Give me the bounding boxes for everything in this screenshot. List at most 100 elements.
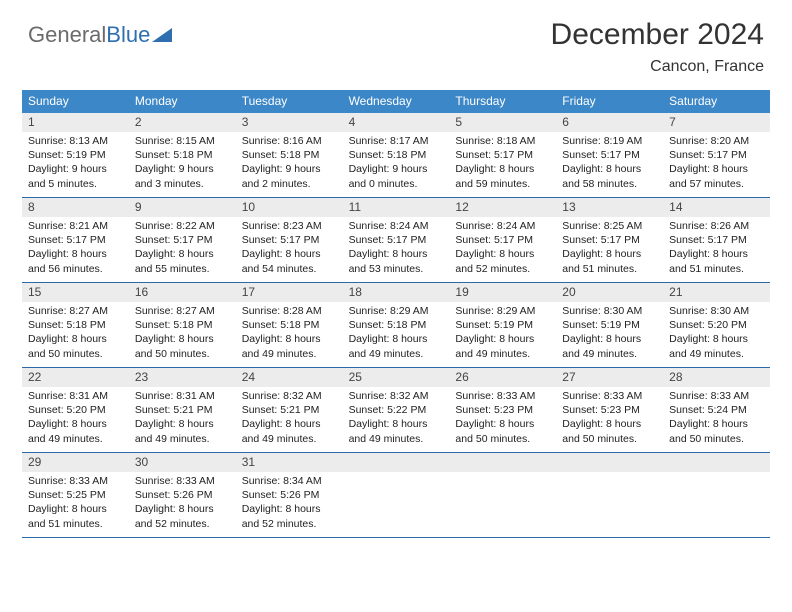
sunrise-line: Sunrise: 8:23 AM [242, 219, 337, 233]
day-cell: 22Sunrise: 8:31 AMSunset: 5:20 PMDayligh… [22, 368, 129, 452]
day-details: Sunrise: 8:33 AMSunset: 5:26 PMDaylight:… [129, 472, 236, 531]
day-number: 17 [236, 283, 343, 302]
daylight-line: Daylight: 9 hours and 5 minutes. [28, 162, 123, 190]
daylight-line: Daylight: 8 hours and 57 minutes. [669, 162, 764, 190]
day-cell: 26Sunrise: 8:33 AMSunset: 5:23 PMDayligh… [449, 368, 556, 452]
day-details: Sunrise: 8:33 AMSunset: 5:23 PMDaylight:… [556, 387, 663, 446]
sunset-line: Sunset: 5:19 PM [28, 148, 123, 162]
sunset-line: Sunset: 5:20 PM [28, 403, 123, 417]
day-details: Sunrise: 8:16 AMSunset: 5:18 PMDaylight:… [236, 132, 343, 191]
sunrise-line: Sunrise: 8:13 AM [28, 134, 123, 148]
sunrise-line: Sunrise: 8:24 AM [455, 219, 550, 233]
day-details: Sunrise: 8:34 AMSunset: 5:26 PMDaylight:… [236, 472, 343, 531]
day-details: Sunrise: 8:24 AMSunset: 5:17 PMDaylight:… [343, 217, 450, 276]
day-details: Sunrise: 8:31 AMSunset: 5:21 PMDaylight:… [129, 387, 236, 446]
weekday-header: Tuesday [236, 90, 343, 113]
day-number: 19 [449, 283, 556, 302]
daylight-line: Daylight: 8 hours and 50 minutes. [455, 417, 550, 445]
daylight-line: Daylight: 8 hours and 51 minutes. [669, 247, 764, 275]
day-number: 21 [663, 283, 770, 302]
daylight-line: Daylight: 8 hours and 50 minutes. [28, 332, 123, 360]
day-details: Sunrise: 8:19 AMSunset: 5:17 PMDaylight:… [556, 132, 663, 191]
day-cell: 12Sunrise: 8:24 AMSunset: 5:17 PMDayligh… [449, 198, 556, 282]
sunrise-line: Sunrise: 8:32 AM [242, 389, 337, 403]
day-cell: 27Sunrise: 8:33 AMSunset: 5:23 PMDayligh… [556, 368, 663, 452]
sunset-line: Sunset: 5:23 PM [455, 403, 550, 417]
brand-triangle-icon [152, 26, 172, 42]
day-number: 11 [343, 198, 450, 217]
day-number: 10 [236, 198, 343, 217]
day-cell: 23Sunrise: 8:31 AMSunset: 5:21 PMDayligh… [129, 368, 236, 452]
sunset-line: Sunset: 5:20 PM [669, 318, 764, 332]
day-details: Sunrise: 8:29 AMSunset: 5:18 PMDaylight:… [343, 302, 450, 361]
sunrise-line: Sunrise: 8:31 AM [135, 389, 230, 403]
sunset-line: Sunset: 5:24 PM [669, 403, 764, 417]
day-details: Sunrise: 8:23 AMSunset: 5:17 PMDaylight:… [236, 217, 343, 276]
day-details: Sunrise: 8:21 AMSunset: 5:17 PMDaylight:… [22, 217, 129, 276]
day-details: Sunrise: 8:27 AMSunset: 5:18 PMDaylight:… [22, 302, 129, 361]
day-number: 9 [129, 198, 236, 217]
sunset-line: Sunset: 5:17 PM [562, 233, 657, 247]
sunset-line: Sunset: 5:17 PM [562, 148, 657, 162]
day-cell: 24Sunrise: 8:32 AMSunset: 5:21 PMDayligh… [236, 368, 343, 452]
day-number [556, 453, 663, 472]
day-number: 3 [236, 113, 343, 132]
day-cell: 15Sunrise: 8:27 AMSunset: 5:18 PMDayligh… [22, 283, 129, 367]
weeks-container: 1Sunrise: 8:13 AMSunset: 5:19 PMDaylight… [22, 113, 770, 538]
weekday-header: Sunday [22, 90, 129, 113]
weekday-header: Saturday [663, 90, 770, 113]
sunrise-line: Sunrise: 8:34 AM [242, 474, 337, 488]
sunset-line: Sunset: 5:19 PM [562, 318, 657, 332]
daylight-line: Daylight: 8 hours and 56 minutes. [28, 247, 123, 275]
day-number: 18 [343, 283, 450, 302]
daylight-line: Daylight: 8 hours and 58 minutes. [562, 162, 657, 190]
sunrise-line: Sunrise: 8:19 AM [562, 134, 657, 148]
day-details: Sunrise: 8:33 AMSunset: 5:25 PMDaylight:… [22, 472, 129, 531]
sunrise-line: Sunrise: 8:15 AM [135, 134, 230, 148]
weekday-header: Wednesday [343, 90, 450, 113]
daylight-line: Daylight: 8 hours and 50 minutes. [135, 332, 230, 360]
sunrise-line: Sunrise: 8:20 AM [669, 134, 764, 148]
sunrise-line: Sunrise: 8:33 AM [562, 389, 657, 403]
sunrise-line: Sunrise: 8:32 AM [349, 389, 444, 403]
daylight-line: Daylight: 8 hours and 49 minutes. [349, 332, 444, 360]
day-cell: 21Sunrise: 8:30 AMSunset: 5:20 PMDayligh… [663, 283, 770, 367]
day-cell: 16Sunrise: 8:27 AMSunset: 5:18 PMDayligh… [129, 283, 236, 367]
daylight-line: Daylight: 8 hours and 49 minutes. [242, 417, 337, 445]
day-cell: 3Sunrise: 8:16 AMSunset: 5:18 PMDaylight… [236, 113, 343, 197]
sunrise-line: Sunrise: 8:33 AM [28, 474, 123, 488]
sunrise-line: Sunrise: 8:18 AM [455, 134, 550, 148]
daylight-line: Daylight: 8 hours and 49 minutes. [562, 332, 657, 360]
day-cell [556, 453, 663, 537]
day-cell: 11Sunrise: 8:24 AMSunset: 5:17 PMDayligh… [343, 198, 450, 282]
day-cell: 10Sunrise: 8:23 AMSunset: 5:17 PMDayligh… [236, 198, 343, 282]
daylight-line: Daylight: 8 hours and 49 minutes. [349, 417, 444, 445]
day-cell: 6Sunrise: 8:19 AMSunset: 5:17 PMDaylight… [556, 113, 663, 197]
sunset-line: Sunset: 5:22 PM [349, 403, 444, 417]
day-cell: 31Sunrise: 8:34 AMSunset: 5:26 PMDayligh… [236, 453, 343, 537]
week-row: 22Sunrise: 8:31 AMSunset: 5:20 PMDayligh… [22, 368, 770, 453]
week-row: 29Sunrise: 8:33 AMSunset: 5:25 PMDayligh… [22, 453, 770, 538]
weekday-header: Friday [556, 90, 663, 113]
day-cell: 1Sunrise: 8:13 AMSunset: 5:19 PMDaylight… [22, 113, 129, 197]
day-number: 31 [236, 453, 343, 472]
brand-part2: Blue [106, 22, 150, 48]
day-details: Sunrise: 8:13 AMSunset: 5:19 PMDaylight:… [22, 132, 129, 191]
daylight-line: Daylight: 9 hours and 0 minutes. [349, 162, 444, 190]
sunset-line: Sunset: 5:18 PM [242, 148, 337, 162]
location-label: Cancon, France [551, 58, 764, 76]
sunset-line: Sunset: 5:17 PM [455, 148, 550, 162]
daylight-line: Daylight: 8 hours and 50 minutes. [669, 417, 764, 445]
sunset-line: Sunset: 5:17 PM [349, 233, 444, 247]
day-details: Sunrise: 8:18 AMSunset: 5:17 PMDaylight:… [449, 132, 556, 191]
sunrise-line: Sunrise: 8:27 AM [28, 304, 123, 318]
sunrise-line: Sunrise: 8:30 AM [562, 304, 657, 318]
page-title: December 2024 [551, 18, 764, 52]
day-number: 1 [22, 113, 129, 132]
day-number: 13 [556, 198, 663, 217]
day-details: Sunrise: 8:30 AMSunset: 5:20 PMDaylight:… [663, 302, 770, 361]
day-details: Sunrise: 8:33 AMSunset: 5:23 PMDaylight:… [449, 387, 556, 446]
day-number: 25 [343, 368, 450, 387]
day-number: 26 [449, 368, 556, 387]
day-number: 4 [343, 113, 450, 132]
